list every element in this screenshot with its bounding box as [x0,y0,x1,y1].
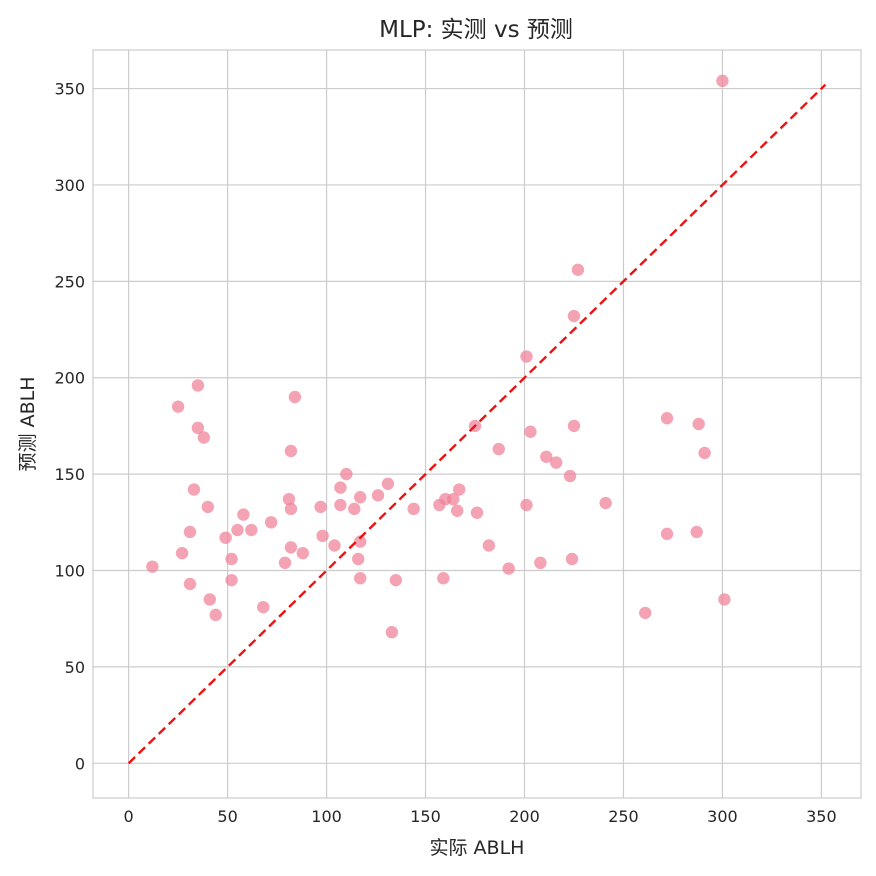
x-tick-label: 350 [806,807,837,826]
data-point [660,527,674,541]
data-point [567,419,581,433]
data-point [314,500,327,514]
data-point [452,483,466,496]
data-point [237,508,250,521]
data-point [328,539,341,552]
data-point [348,502,361,516]
y-tick-labels: 0 50 100 150 200 250 300 350 [54,80,85,774]
data-point [316,529,329,543]
data-point [520,498,533,512]
data-point [524,425,537,438]
reference-line [127,83,827,765]
data-point [284,541,298,554]
data-point [284,444,298,458]
x-tick-label: 200 [509,807,540,826]
data-point [716,74,729,88]
x-tick-label: 100 [311,807,342,826]
data-point [219,531,232,544]
data-point [187,483,201,496]
data-point [175,546,189,560]
data-point [197,431,211,444]
data-point [540,450,553,463]
data-point [225,573,238,587]
data-point [183,525,197,539]
data-point [296,546,310,560]
data-point [334,498,347,512]
data-point [718,593,731,606]
chart-title: MLP: 实测 vs 预测 [379,17,573,43]
data-point [692,417,705,431]
data-point [183,577,197,591]
data-point [599,496,612,510]
data-point [245,523,258,537]
data-point [660,412,674,425]
data-point [203,593,216,606]
y-tick-label: 250 [54,272,85,291]
data-point [354,572,367,585]
data-point [690,525,703,539]
data-point [447,492,460,506]
data-point [257,600,270,614]
data-point [389,573,403,587]
data-point [225,552,238,566]
data-point [534,556,547,570]
data-point [407,502,420,516]
x-tick-label: 50 [217,807,237,826]
data-point [565,552,579,566]
data-point [451,504,464,517]
data-point [171,400,185,413]
data-point [191,379,205,392]
y-tick-label: 50 [65,658,85,677]
x-tick-label: 300 [707,807,738,826]
y-tick-label: 350 [54,80,85,99]
data-point [278,556,292,570]
data-point [340,467,353,481]
data-point [563,469,577,483]
data-point [567,309,581,323]
data-point [288,390,302,404]
x-axis-label: 实际 ABLH [430,837,525,859]
data-point [334,481,347,494]
x-tick-label: 0 [124,807,134,826]
data-point [354,535,367,548]
data-point [437,572,450,585]
data-point [354,491,367,504]
x-tick-labels: 0 50 100 150 200 250 300 350 [124,807,837,826]
data-point [639,606,652,620]
data-point [571,263,585,276]
y-axis-label: 预测 ABLH [17,377,39,472]
data-point [482,539,496,552]
plot-frame [92,49,862,799]
data-point [470,506,484,519]
data-point [698,446,711,460]
data-point [191,421,205,435]
data-point [146,560,159,573]
y-tick-label: 100 [54,562,85,581]
data-point [371,489,385,502]
data-point [492,442,505,456]
data-point [502,562,515,575]
y-tick-label: 300 [54,176,85,195]
data-point [284,502,298,516]
data-point [549,456,563,469]
data-point [209,608,222,622]
data-point [381,477,395,490]
x-tick-label: 150 [410,807,441,826]
data-point [385,626,399,639]
data-point [282,492,296,506]
data-point [520,350,533,363]
data-point [201,500,215,514]
x-tick-label: 250 [608,807,639,826]
scatter-points [146,74,731,639]
y-tick-label: 150 [54,465,85,484]
grid [93,50,861,798]
y-tick-label: 200 [54,369,85,388]
data-point [352,552,365,566]
data-point [264,516,278,529]
y-tick-label: 0 [75,754,85,773]
data-point [231,523,244,537]
